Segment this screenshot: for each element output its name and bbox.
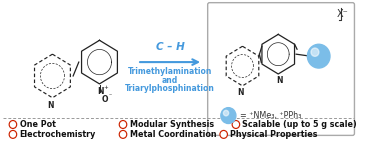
Text: Modular Synthesis: Modular Synthesis (130, 120, 214, 129)
Text: C – H: C – H (156, 42, 184, 52)
Text: X⁻: X⁻ (337, 9, 349, 19)
Text: Scalable (up to 5 g scale): Scalable (up to 5 g scale) (243, 120, 357, 129)
Text: –: – (109, 93, 112, 98)
Text: N: N (97, 87, 104, 96)
Circle shape (307, 44, 330, 68)
Circle shape (119, 130, 127, 138)
Text: Triarylphosphination: Triarylphosphination (125, 84, 215, 93)
Circle shape (9, 121, 17, 128)
Circle shape (119, 121, 127, 128)
Circle shape (232, 121, 240, 128)
Circle shape (220, 130, 228, 138)
Text: Trimethylamination: Trimethylamination (128, 67, 212, 76)
Circle shape (9, 130, 17, 138)
Text: +: + (104, 85, 108, 90)
Text: N: N (47, 101, 54, 110)
Text: and: and (162, 76, 178, 85)
Text: O: O (101, 95, 108, 104)
Text: Physical Properties: Physical Properties (230, 130, 318, 139)
FancyBboxPatch shape (208, 3, 355, 135)
Circle shape (311, 48, 319, 56)
Text: One Pot: One Pot (20, 120, 56, 129)
Text: Metal Coordination: Metal Coordination (130, 130, 216, 139)
Text: = ⁺NMe₃, ⁺PPh₃: = ⁺NMe₃, ⁺PPh₃ (240, 111, 301, 120)
Circle shape (221, 108, 236, 124)
Text: N: N (276, 76, 282, 85)
Text: N: N (237, 88, 244, 97)
Circle shape (223, 110, 229, 116)
Text: Electrochemistry: Electrochemistry (20, 130, 96, 139)
